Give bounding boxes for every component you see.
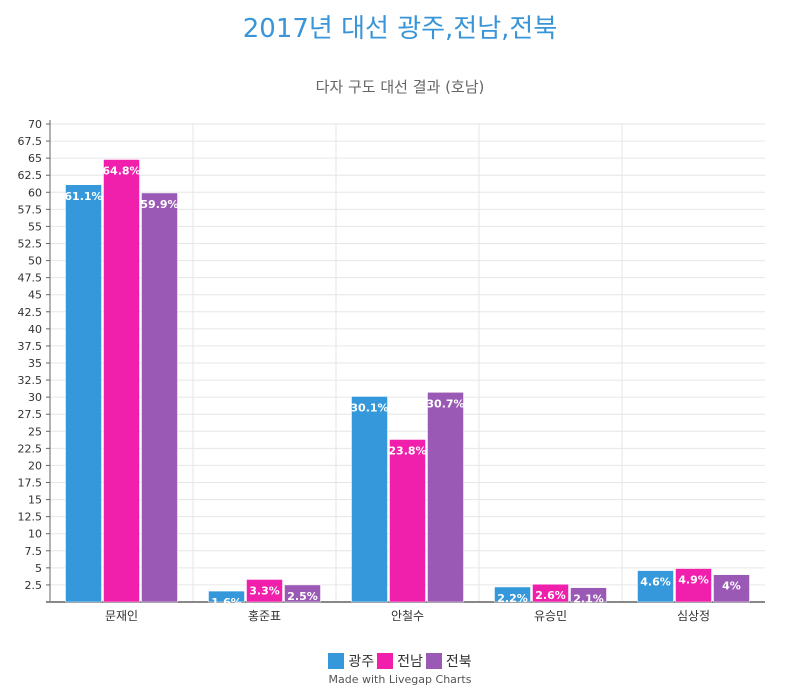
bar: [675, 568, 712, 603]
data-label: 30.1%: [350, 401, 388, 414]
data-label: 3.3%: [249, 584, 280, 597]
data-label: 4.6%: [640, 576, 671, 589]
bar: [713, 574, 750, 603]
y-tick-label: 7.5: [25, 545, 43, 558]
bar: [494, 586, 531, 603]
data-label: 59.9%: [140, 198, 178, 211]
y-tick-label: 50: [28, 255, 42, 268]
y-tick-label: 40: [28, 323, 42, 336]
bar: [532, 583, 569, 603]
data-label: 4%: [722, 580, 741, 593]
legend-swatch-gwangju: [328, 653, 345, 669]
data-label: 2.2%: [497, 592, 528, 605]
y-tick-label: 12.5: [18, 511, 43, 524]
bar: [637, 570, 674, 603]
x-tick-label: 홍준표: [248, 609, 281, 623]
legend-label-jeonnam: 전남: [397, 654, 423, 670]
y-tick-label: 17.5: [18, 477, 43, 490]
data-label: 4.9%: [678, 574, 709, 587]
y-tick-label: 67.5: [18, 135, 43, 148]
x-tick-label: 심상정: [677, 609, 710, 623]
bar: [427, 392, 464, 603]
bar: [141, 192, 178, 603]
y-tick-label: 65: [28, 152, 42, 165]
y-tick-label: 57.5: [18, 203, 43, 216]
data-label: 2.1%: [573, 593, 604, 606]
y-tick-label: 45: [28, 289, 42, 302]
legend-item-gwangju[interactable]: 광주: [328, 651, 374, 671]
bar: [389, 439, 426, 603]
data-label: 23.8%: [388, 444, 426, 457]
bar: [208, 590, 245, 603]
y-tick-label: 52.5: [18, 238, 43, 251]
y-tick-label: 32.5: [18, 374, 43, 387]
y-tick-label: 15: [28, 494, 42, 507]
y-tick-label: 47.5: [18, 272, 43, 285]
y-tick-label: 55: [28, 220, 42, 233]
legend-label-gwangju: 광주: [348, 654, 375, 670]
y-tick-label: 2.5: [25, 579, 43, 592]
legend-swatch-jeonnam: [377, 653, 394, 669]
data-label: 2.5%: [287, 590, 318, 603]
y-tick-label: 27.5: [18, 408, 43, 421]
legend-swatch-jeonbuk: [425, 653, 442, 669]
bar: [284, 584, 321, 603]
bar: [570, 587, 607, 603]
y-tick-label: 5: [35, 562, 42, 575]
chart-legend: 광주 전남 전북: [0, 651, 800, 671]
y-tick-label: 70: [28, 118, 42, 131]
chart-subtitle: 다자 구도 대선 결과 (호남): [315, 78, 485, 96]
data-label: 2.6%: [535, 589, 566, 602]
bar: [246, 579, 283, 603]
y-tick-label: 42.5: [18, 306, 43, 319]
y-tick-label: 60: [28, 186, 42, 199]
x-tick-label: 문재인: [105, 609, 138, 623]
bar: [351, 396, 388, 603]
y-tick-label: 20: [28, 459, 42, 472]
y-tick-label: 37.5: [18, 340, 43, 353]
legend-item-jeonbuk[interactable]: 전북: [425, 651, 472, 671]
chart-title: 2017년 대선 광주,전남,전북: [242, 14, 558, 44]
legend-item-jeonnam[interactable]: 전남: [377, 651, 423, 671]
data-label: 61.1%: [64, 190, 102, 203]
data-label: 30.7%: [426, 397, 464, 410]
y-tick-label: 30: [28, 391, 42, 404]
y-tick-label: 62.5: [18, 169, 43, 182]
legend-label-jeonbuk: 전북: [445, 654, 472, 670]
bar: [65, 184, 102, 603]
credit-text: Made with Livegap Charts: [328, 673, 472, 686]
y-tick-label: 35: [28, 357, 42, 370]
y-tick-label: 22.5: [18, 442, 43, 455]
x-tick-label: 유승민: [534, 609, 567, 623]
x-tick-label: 안철수: [391, 609, 424, 623]
data-label: 1.6%: [211, 596, 242, 609]
y-tick-label: 25: [28, 425, 42, 438]
bar: [103, 159, 140, 603]
data-label: 64.8%: [102, 165, 140, 178]
y-tick-label: 10: [28, 528, 42, 541]
